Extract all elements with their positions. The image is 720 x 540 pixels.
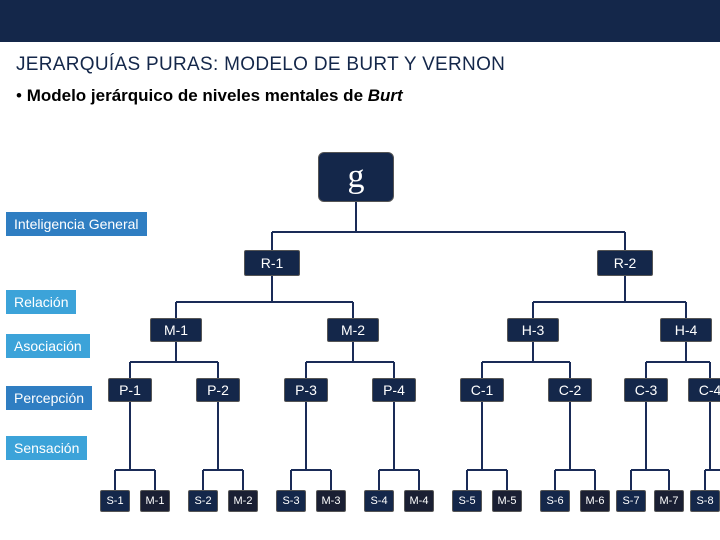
tree-node: S-3 bbox=[276, 490, 306, 512]
tree-node: P-3 bbox=[284, 378, 328, 402]
tree-node: M-5 bbox=[492, 490, 522, 512]
tree-node: S-5 bbox=[452, 490, 482, 512]
tree-node: S-6 bbox=[540, 490, 570, 512]
tree-node: M-2 bbox=[228, 490, 258, 512]
tree-node: S-1 bbox=[100, 490, 130, 512]
tree-node: M-1 bbox=[140, 490, 170, 512]
tree-node: C-1 bbox=[460, 378, 504, 402]
tree-node: S-7 bbox=[616, 490, 646, 512]
tree-node: P-2 bbox=[196, 378, 240, 402]
level-label: Inteligencia General bbox=[6, 212, 147, 236]
level-label: Percepción bbox=[6, 386, 92, 410]
tree-node: M-7 bbox=[654, 490, 684, 512]
tree-node: C-4 bbox=[688, 378, 720, 402]
tree-node: H-3 bbox=[507, 318, 559, 342]
tree-node: C-3 bbox=[624, 378, 668, 402]
level-label: Relación bbox=[6, 290, 76, 314]
tree-node: C-2 bbox=[548, 378, 592, 402]
tree-node: P-4 bbox=[372, 378, 416, 402]
tree-node: S-4 bbox=[364, 490, 394, 512]
tree-node: M-4 bbox=[404, 490, 434, 512]
tree-node: M-6 bbox=[580, 490, 610, 512]
level-label: Asociación bbox=[6, 334, 90, 358]
tree-node: S-8 bbox=[690, 490, 720, 512]
level-label: Sensación bbox=[6, 436, 87, 460]
bullet-text: • Modelo jerárquico de niveles mentales … bbox=[0, 82, 720, 108]
tree-node: g bbox=[318, 152, 394, 202]
tree-node: M-2 bbox=[327, 318, 379, 342]
tree-node: M-3 bbox=[316, 490, 346, 512]
tree-node: P-1 bbox=[108, 378, 152, 402]
tree-node: M-1 bbox=[150, 318, 202, 342]
tree-node: R-1 bbox=[244, 250, 300, 276]
slide-title: JERARQUÍAS PURAS: MODELO DE BURT Y VERNO… bbox=[0, 42, 720, 82]
top-bar bbox=[0, 0, 720, 42]
tree-node: H-4 bbox=[660, 318, 712, 342]
tree-node: R-2 bbox=[597, 250, 653, 276]
tree-node: S-2 bbox=[188, 490, 218, 512]
